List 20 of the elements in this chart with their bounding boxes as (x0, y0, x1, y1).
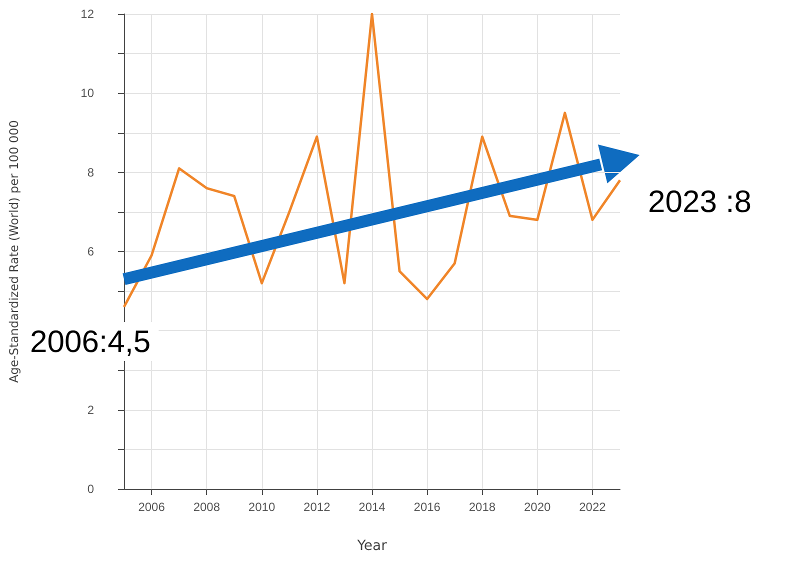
y-tick-label: 8 (87, 165, 94, 180)
x-tick-label: 2022 (579, 500, 606, 514)
y-tick-label: 10 (80, 86, 94, 100)
x-tick-label: 2012 (304, 500, 331, 514)
text: 2023 :8 (648, 184, 752, 219)
x-tick-label: 2010 (248, 500, 276, 514)
x-tick-label: 2008 (193, 500, 220, 514)
x-tick-label: 2014 (358, 500, 386, 514)
y-tick-label: 2 (87, 402, 94, 417)
x-tick-label: 2020 (524, 500, 552, 514)
y-tick-label: 0 (87, 482, 94, 496)
annotation: 2006:4,5 (30, 324, 151, 359)
x-tick-label: 2016 (414, 500, 441, 514)
x-tick-label: 2018 (468, 500, 496, 514)
y-tick-label: 6 (87, 244, 94, 258)
y-tick-label: 12 (80, 7, 94, 21)
x-axis-title: Year (356, 538, 388, 554)
x-tick-label: 2006 (138, 500, 166, 514)
line-series (122, 12, 622, 308)
y-axis-title: Age-Standardized Rate (World) per 100 000 (7, 120, 21, 383)
